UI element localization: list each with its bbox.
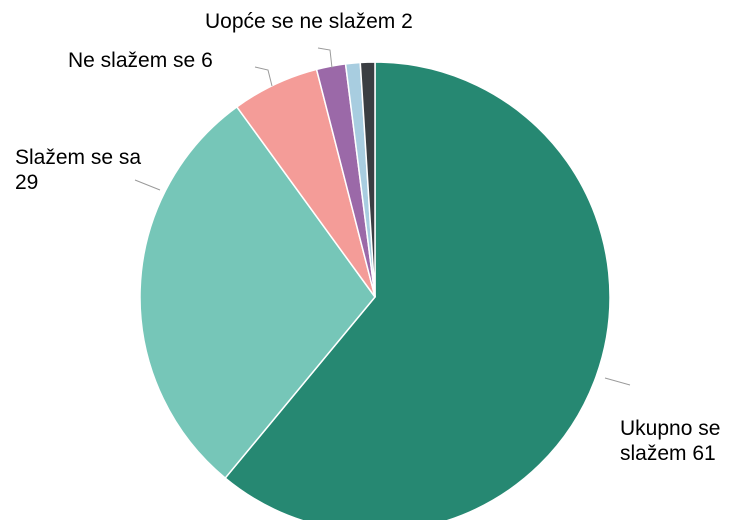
label-value: 2 [401, 10, 413, 33]
slice-label: Slažem se sa 29 [15, 145, 145, 195]
leader-line [254, 66, 273, 87]
pie-slice [224, 61, 611, 520]
pie-slice [139, 105, 376, 480]
label-value: 29 [15, 171, 39, 194]
label-category: Ukupno se slažem [620, 417, 721, 465]
slice-label: Uopće se ne slažem 2 [205, 9, 413, 34]
pie-slice [359, 61, 376, 298]
label-category: Uopće se ne slažem [205, 10, 396, 33]
leader-line [604, 377, 631, 386]
label-category: Slažem se sa [15, 146, 142, 169]
label-category: Ne slažem se [68, 49, 196, 72]
leader-line [134, 179, 161, 191]
label-value: 61 [692, 442, 716, 465]
leader-line [317, 47, 333, 69]
label-value: 6 [201, 49, 213, 72]
slices [139, 61, 611, 520]
slice-label: Ukupno se slažem 61 [620, 416, 750, 466]
slice-label: Ne slažem se 6 [68, 48, 213, 73]
